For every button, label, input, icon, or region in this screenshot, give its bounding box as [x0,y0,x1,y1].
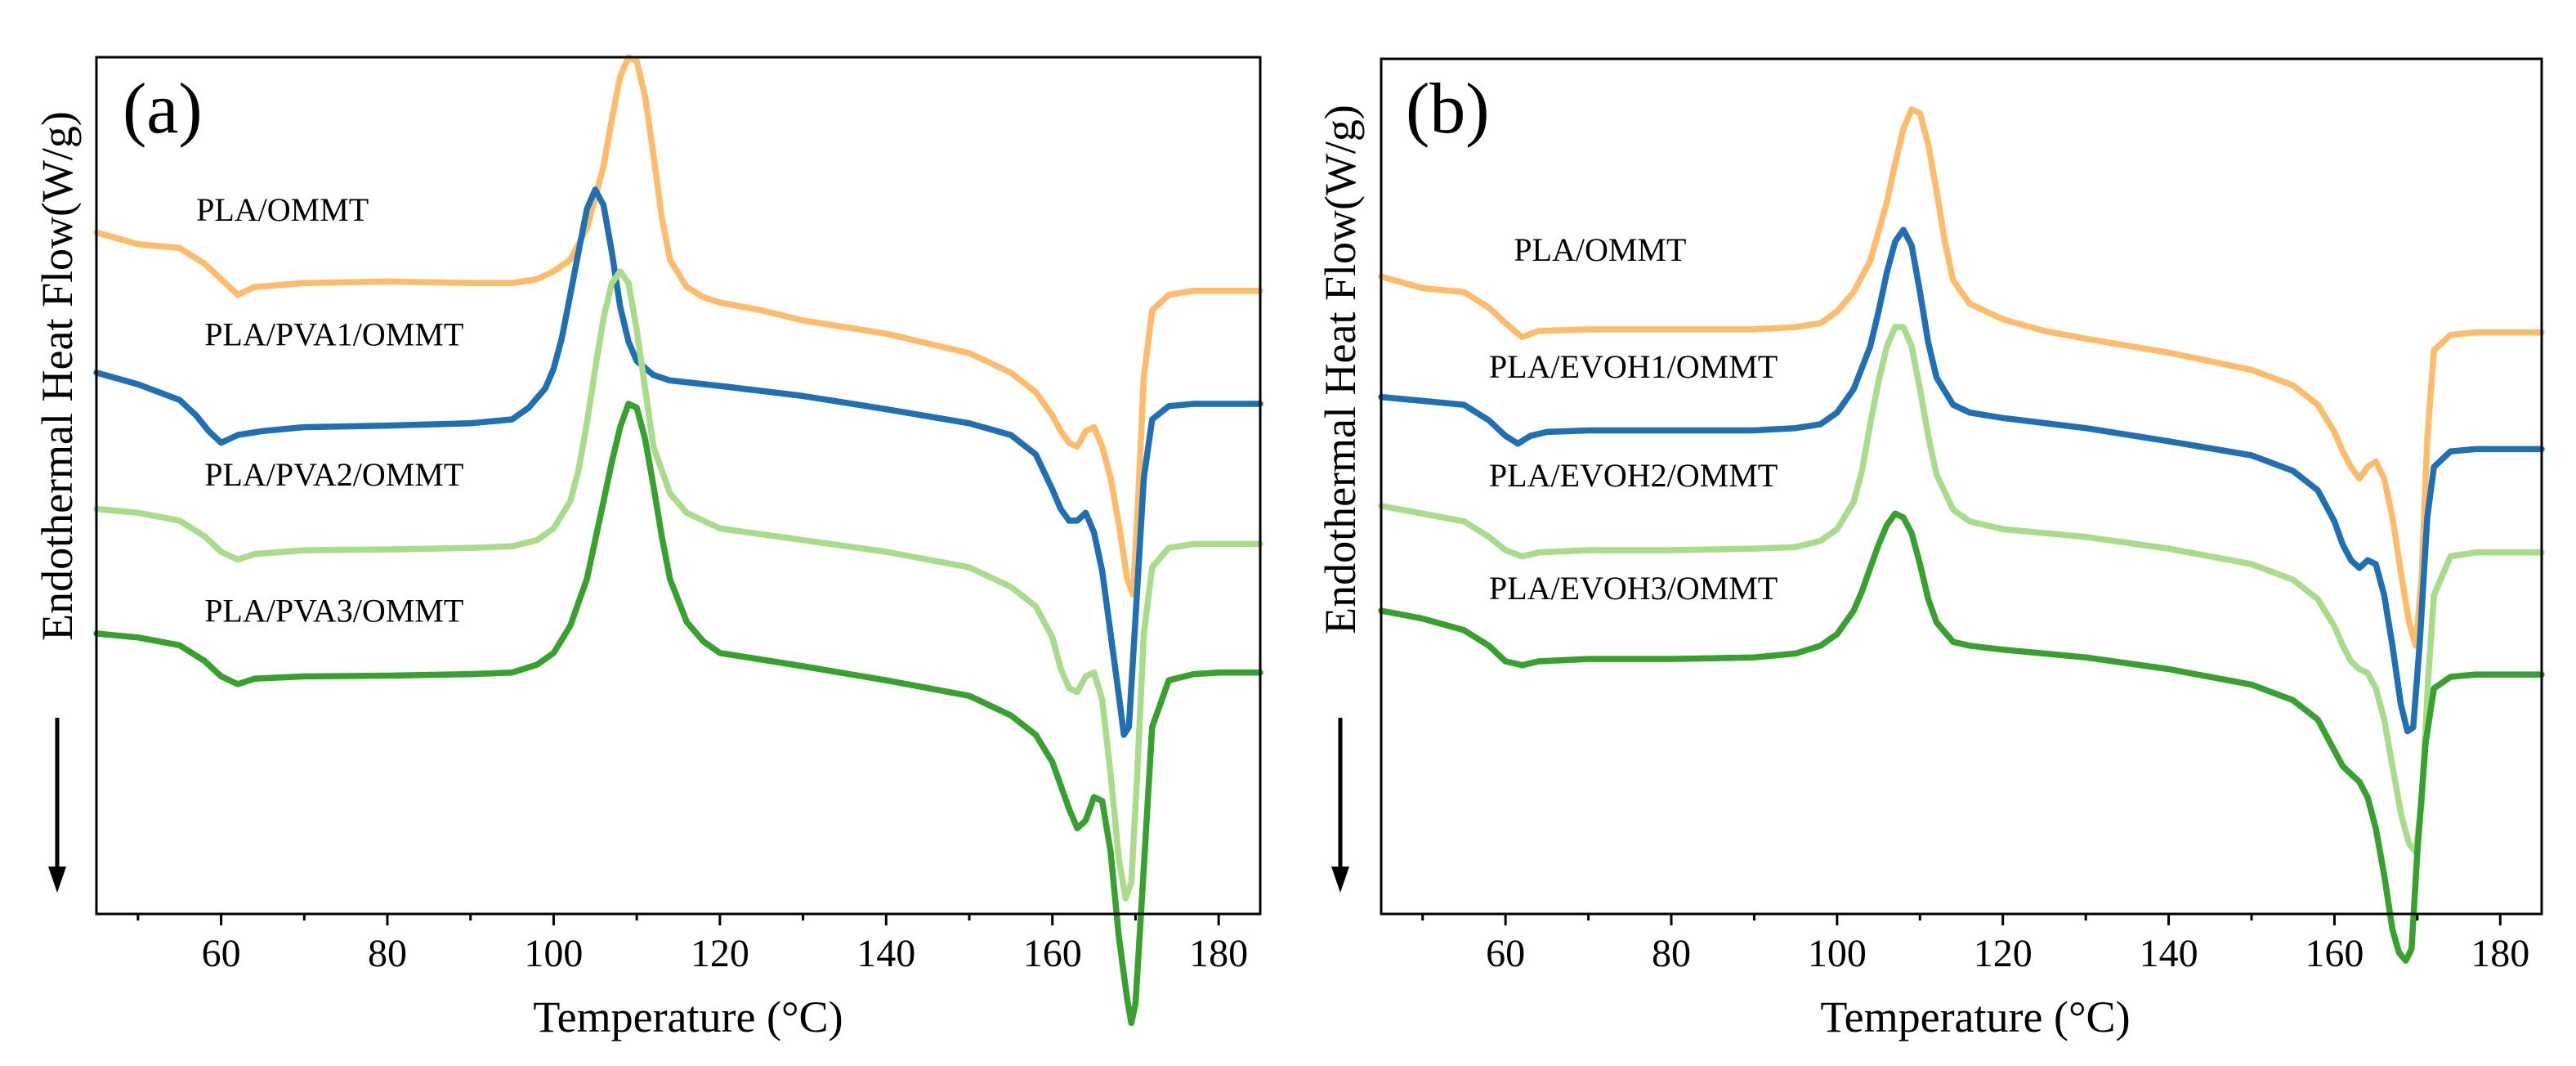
panel-label-b: (b) [1406,69,1490,149]
curves-a [93,54,1263,1027]
x-ticks-a: 60 80 100 120 140 160 180 [136,914,1248,975]
series-label-pla-evoh3-ommt-b: PLA/EVOH3/OMMT [1489,570,1778,607]
series-label-pla-pva3-ommt-a: PLA/PVA3/OMMT [204,593,463,629]
series-label-pla-evoh2-ommt-b: PLA/EVOH2/OMMT [1489,457,1778,494]
series-label-pla-evoh1-ommt-b: PLA/EVOH1/OMMT [1489,348,1778,385]
series-labels-b: PLA/OMMT PLA/EVOH1/OMMT PLA/EVOH2/OMMT PLA/… [1489,231,1778,607]
curves-b [1378,106,2545,964]
x-tick-label-80-a: 80 [368,932,407,975]
series-label-pla-ommt-b: PLA/OMMT [1514,231,1686,268]
x-tick-label-140-b: 140 [2140,932,2198,975]
series-labels-a: PLA/OMMT PLA/PVA1/OMMT PLA/PVA2/OMMT PLA/PV… [196,191,463,629]
y-axis-title-a: Endothermal Heat Flow(W/g) [33,111,82,641]
series-line-pla-ommt-a [93,54,1263,598]
panel-b: Endothermal Heat Flow(W/g) Temperature (… [1316,57,2545,1041]
series-label-pla-pva2-ommt-a: PLA/PVA2/OMMT [204,456,463,493]
series-label-pla-pva1-ommt-a: PLA/PVA1/OMMT [204,316,463,353]
panel-label-a: (a) [123,69,203,149]
x-tick-label-60-a: 60 [202,932,241,975]
x-tick-label-160-b: 160 [2305,932,2364,975]
series-label-pla-ommt-a: PLA/OMMT [196,191,369,228]
series-line-pla-pva1-ommt-a [93,186,1263,738]
x-ticks-b: 60 80 100 120 140 160 180 [1421,914,2529,975]
x-tick-label-120-a: 120 [691,932,749,975]
y-axis-title-b: Endothermal Heat Flow(W/g) [1316,105,1365,634]
x-axis-title-a: Temperature (°C) [533,992,843,1041]
x-tick-label-140-a: 140 [856,932,915,975]
plot-frame-a [95,56,1262,916]
series-line-pla-evoh3-ommt-b [1378,510,2545,964]
series-line-pla-ommt-b [1378,106,2545,649]
x-tick-label-60-b: 60 [1486,932,1525,975]
x-tick-label-160-a: 160 [1023,932,1082,975]
series-line-pla-pva2-ommt-a [93,268,1263,902]
x-axis-title-b: Temperature (°C) [1820,992,2130,1041]
x-tick-label-100-b: 100 [1808,932,1867,975]
endotherm-arrowhead-b [1331,867,1349,893]
x-tick-label-80-b: 80 [1652,932,1691,975]
x-tick-label-180-b: 180 [2471,932,2529,975]
x-tick-label-180-a: 180 [1189,932,1248,975]
series-line-pla-pva3-ommt-a [93,401,1263,1027]
series-line-pla-evoh1-ommt-b [1378,226,2545,735]
series-line-pla-evoh2-ommt-b [1378,324,2545,855]
x-tick-label-100-a: 100 [524,932,583,975]
x-tick-label-120-b: 120 [1974,932,2033,975]
panel-a: Endothermal Heat Flow(W/g) Temperature (… [33,54,1263,1041]
endotherm-arrowhead-a [48,867,66,893]
plot-frame-b [1380,57,2543,916]
